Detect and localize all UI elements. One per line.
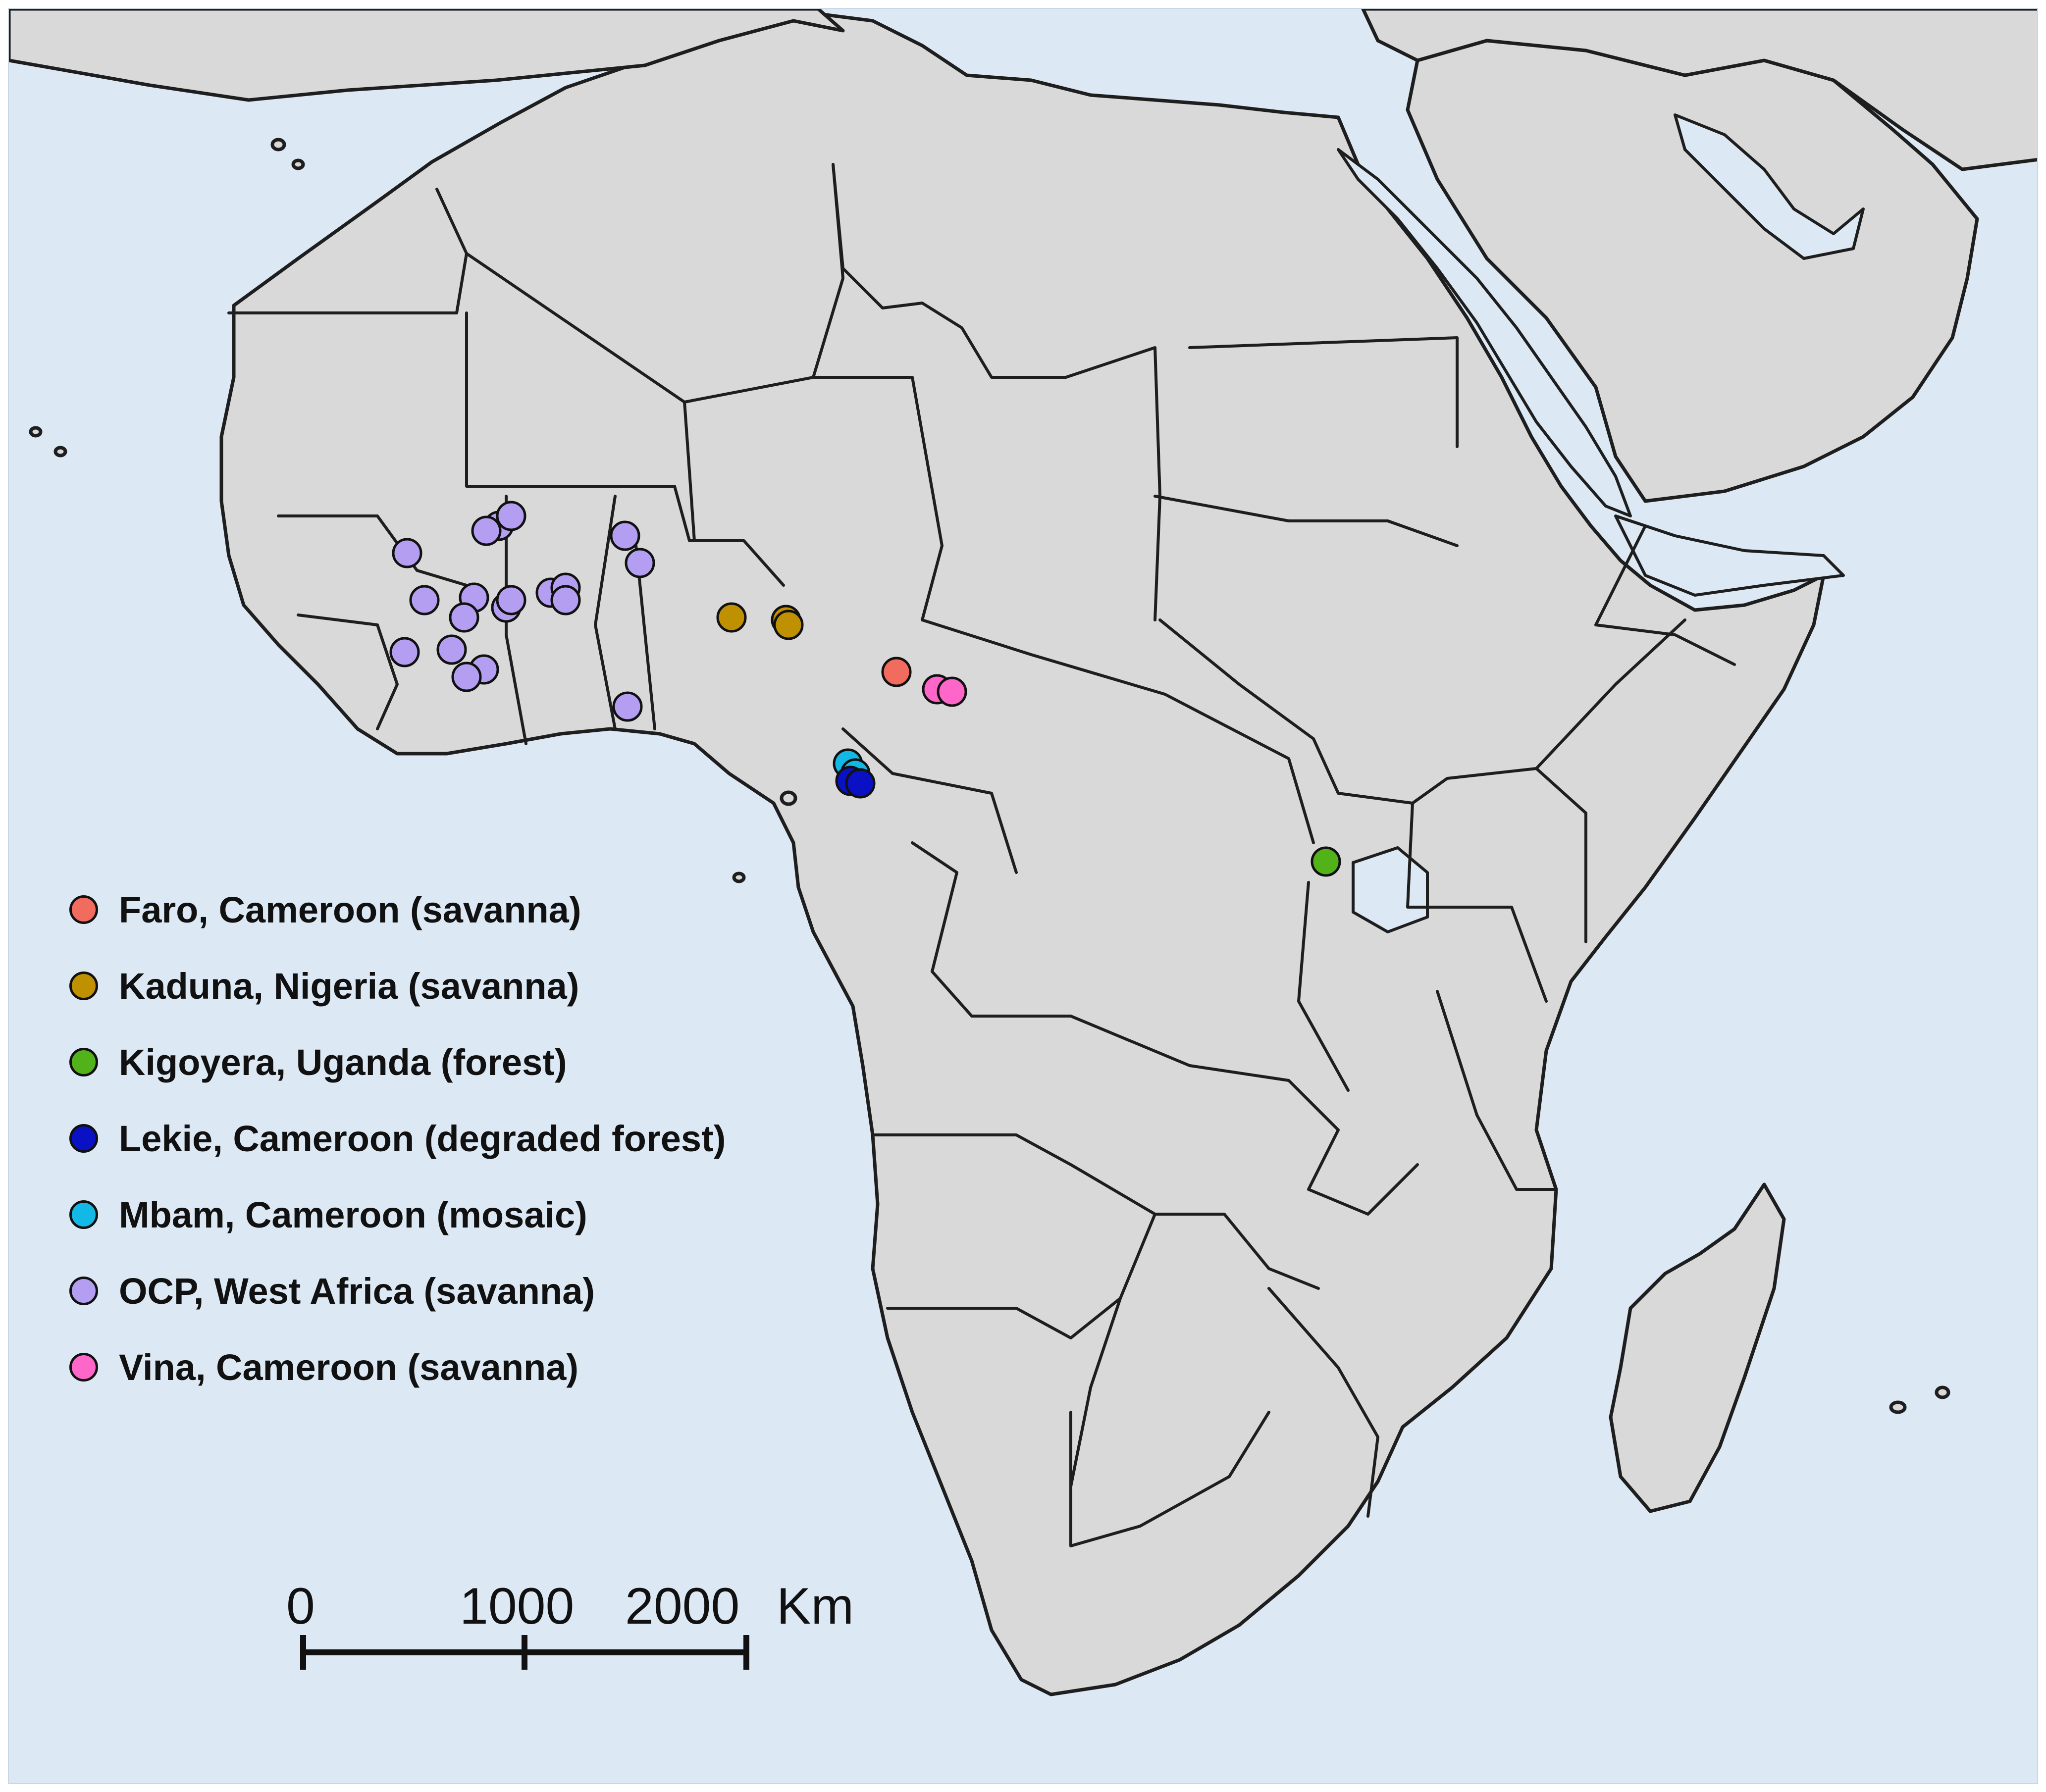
island bbox=[1889, 1400, 1907, 1414]
legend-swatch-kigoyera bbox=[69, 1048, 98, 1076]
ocp-site-marker bbox=[612, 691, 643, 722]
ocp-site-marker bbox=[625, 548, 655, 578]
legend-swatch-vina bbox=[69, 1353, 98, 1382]
lekie-site-marker bbox=[845, 768, 876, 799]
madagascar bbox=[1609, 1182, 1786, 1513]
legend-label-vina: Vina, Cameroon (savanna) bbox=[119, 1346, 579, 1388]
kigoyera-site-marker bbox=[1311, 846, 1341, 877]
eurasia-landmass bbox=[1361, 9, 2037, 171]
country-borders bbox=[227, 163, 1736, 1547]
legend-item-lekie: Lekie, Cameroon (degraded forest) bbox=[69, 1100, 726, 1177]
ocp-site-marker bbox=[392, 538, 422, 568]
scale-bar bbox=[300, 1635, 749, 1670]
legend-item-faro: Faro, Cameroon (savanna) bbox=[69, 871, 726, 948]
ocp-site-marker bbox=[409, 585, 440, 615]
ocp-site-marker bbox=[451, 662, 482, 692]
legend-swatch-ocp bbox=[69, 1277, 98, 1305]
legend-swatch-faro bbox=[69, 895, 98, 924]
africa-map bbox=[9, 9, 2037, 1696]
ocp-site-marker bbox=[610, 520, 640, 551]
legend-swatch-lekie bbox=[69, 1124, 98, 1153]
legend-item-kigoyera: Kigoyera, Uganda (forest) bbox=[69, 1024, 726, 1100]
ocp-site-marker bbox=[496, 585, 526, 615]
site-markers bbox=[389, 501, 1341, 877]
africa-landmass bbox=[219, 10, 1826, 1696]
scale-label-0: 0 bbox=[286, 1578, 315, 1635]
legend-label-mbam: Mbam, Cameroon (mosaic) bbox=[119, 1194, 587, 1235]
legend-label-lekie: Lekie, Cameroon (degraded forest) bbox=[119, 1118, 726, 1159]
island bbox=[29, 426, 43, 438]
island bbox=[780, 790, 797, 806]
island bbox=[53, 446, 67, 458]
island bbox=[270, 138, 286, 152]
ocp-site-marker bbox=[436, 634, 467, 665]
vina-site-marker bbox=[937, 676, 967, 707]
island bbox=[1935, 1385, 1950, 1399]
kaduna-site-marker bbox=[773, 610, 804, 640]
map-frame bbox=[8, 8, 2038, 1784]
ocp-site-marker bbox=[449, 602, 479, 633]
ocp-site-marker bbox=[550, 585, 581, 615]
persian-gulf bbox=[1674, 113, 1865, 260]
legend-label-kigoyera: Kigoyera, Uganda (forest) bbox=[119, 1041, 567, 1083]
ocp-site-marker bbox=[471, 515, 502, 546]
legend-item-vina: Vina, Cameroon (savanna) bbox=[69, 1329, 726, 1405]
red-sea bbox=[1337, 148, 1632, 517]
legend: Faro, Cameroon (savanna) Kaduna, Nigeria… bbox=[69, 871, 726, 1405]
kaduna-site-marker bbox=[716, 602, 747, 633]
scale-label-2000: 2000 bbox=[625, 1578, 740, 1635]
legend-item-kaduna: Kaduna, Nigeria (savanna) bbox=[69, 948, 726, 1024]
legend-label-ocp: OCP, West Africa (savanna) bbox=[119, 1270, 595, 1312]
faro-site-marker bbox=[881, 657, 912, 687]
scale-unit: Km bbox=[777, 1578, 854, 1635]
gulf-of-aden bbox=[1614, 514, 1845, 597]
ocp-site-marker bbox=[389, 637, 420, 667]
legend-label-kaduna: Kaduna, Nigeria (savanna) bbox=[119, 965, 579, 1007]
legend-item-mbam: Mbam, Cameroon (mosaic) bbox=[69, 1177, 726, 1253]
legend-swatch-mbam bbox=[69, 1200, 98, 1229]
island bbox=[291, 158, 305, 170]
legend-item-ocp: OCP, West Africa (savanna) bbox=[69, 1253, 726, 1329]
ocp-site-marker bbox=[496, 501, 526, 531]
europe-coast bbox=[9, 9, 845, 102]
legend-label-faro: Faro, Cameroon (savanna) bbox=[119, 889, 581, 930]
island bbox=[732, 871, 746, 883]
scale-label-1000: 1000 bbox=[460, 1578, 575, 1635]
legend-swatch-kaduna bbox=[69, 972, 98, 1000]
